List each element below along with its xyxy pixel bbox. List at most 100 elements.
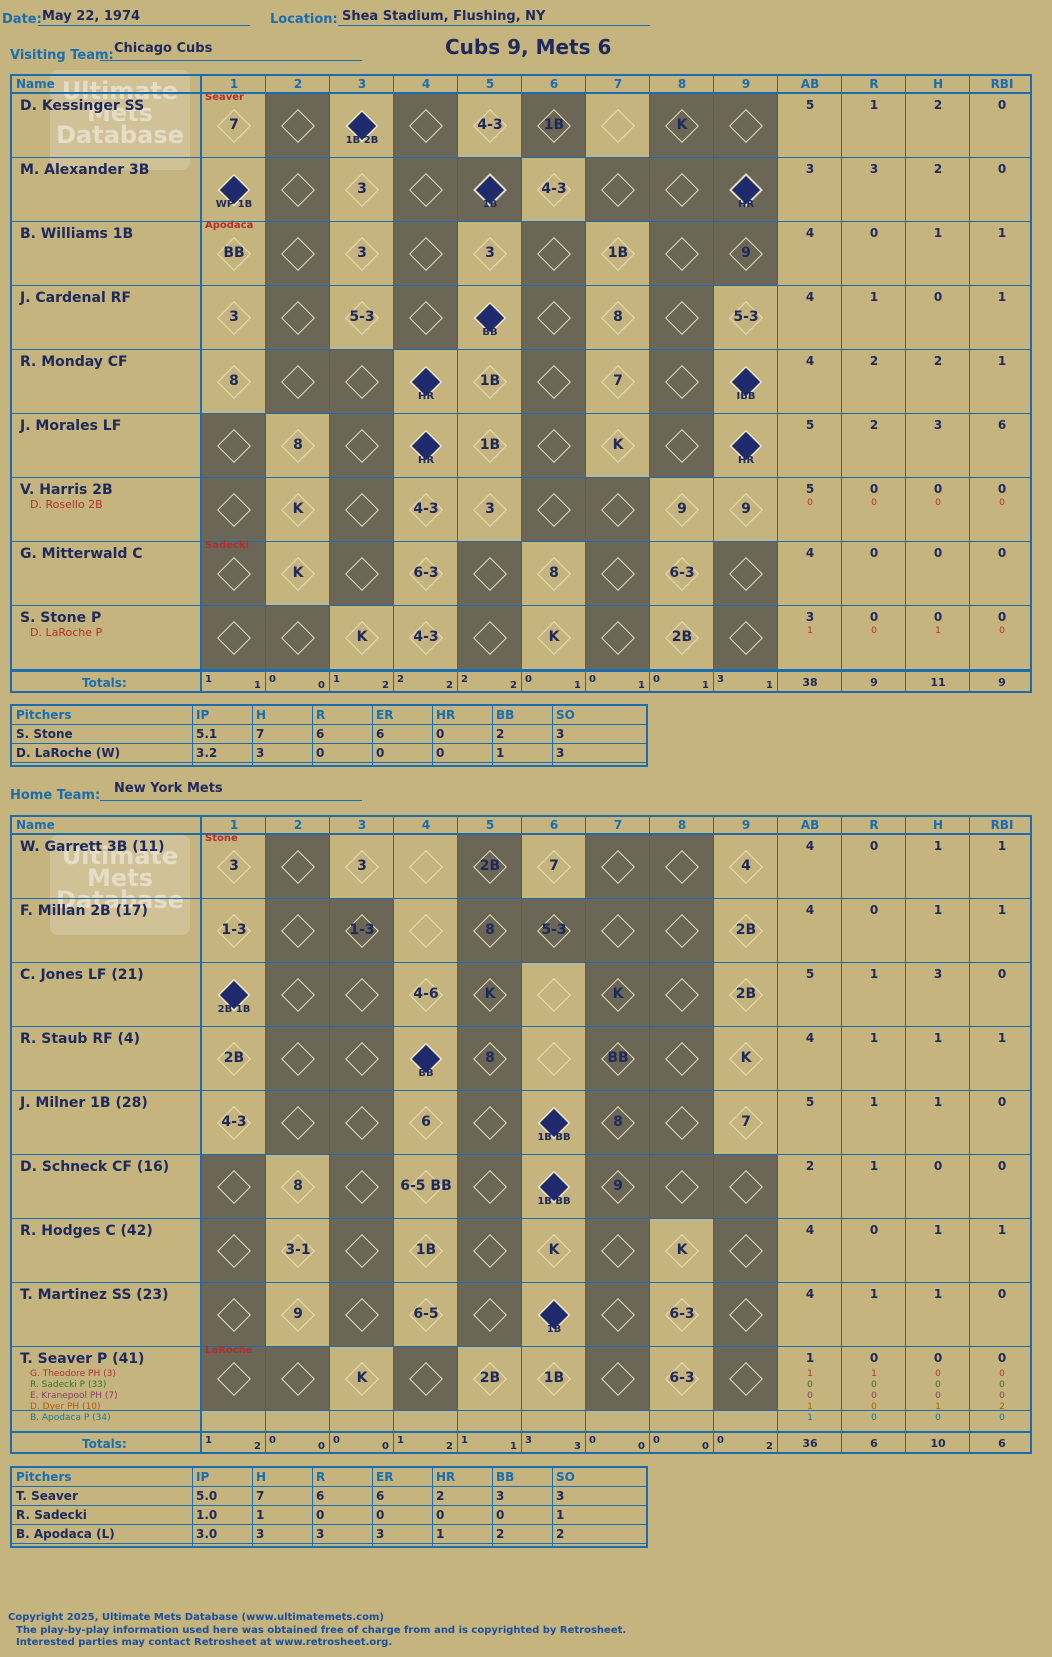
inning-hits: 2 [766, 1441, 773, 1452]
base-diamond [281, 977, 315, 1012]
play-result: 7 [229, 116, 239, 133]
base-diamond [601, 556, 635, 591]
total-stat: 9 [998, 676, 1006, 689]
base-diamond [281, 620, 315, 655]
play-result: 3 [485, 244, 495, 261]
pitcher-row: S. Stone 5.1 7 6 6 0 2 3 [12, 725, 646, 744]
base-diamond [601, 1297, 635, 1332]
base-diamond [281, 300, 315, 335]
inning-cell: 6-3 [650, 1347, 714, 1410]
inning-cell: 1-3 [330, 899, 394, 962]
batter-name: J. Milner 1B (28) [20, 1095, 148, 1111]
base-diamond [665, 428, 699, 463]
inning-cell: 1B BB [522, 1155, 586, 1218]
play-result: 2B [479, 1369, 501, 1386]
inning-runs: 3 [525, 1435, 532, 1446]
inning-cell: 9 [266, 1283, 330, 1346]
batter-name: R. Monday CF [20, 354, 128, 370]
substitute-stat: 0 [999, 1413, 1005, 1423]
play-result: 4 [741, 857, 751, 874]
batter-stat: 0 [997, 1159, 1007, 1173]
inning-cell [458, 542, 522, 605]
base-diamond [217, 1297, 251, 1332]
inning-cell [394, 899, 458, 962]
base-diamond [217, 1233, 251, 1268]
inning-cell: K [522, 1219, 586, 1282]
inning-cell: 8 [458, 1027, 522, 1090]
batter-row: W. Garrett 3B (11) 3 Stone 3 2B 7 4 4 0 1 1 [12, 833, 1030, 899]
play-result: 9 [741, 500, 751, 517]
pitcher-cell: 2 [556, 1527, 565, 1541]
play-result: 8 [229, 372, 239, 389]
inning-cell [330, 963, 394, 1026]
pitcher-cell: 6 [316, 1489, 325, 1503]
play-result: 7 [741, 1113, 751, 1130]
column-divider [192, 1468, 193, 1546]
inning-cell [202, 478, 266, 541]
inning-runs: 0 [653, 1435, 660, 1446]
inning-cell: 9 [650, 478, 714, 541]
batter-stat: 4 [805, 1223, 815, 1237]
column-divider [457, 817, 458, 1452]
batter-stat: 3 [805, 162, 815, 176]
inning-cell [650, 286, 714, 349]
column-divider [777, 817, 778, 1452]
home-team-underline [100, 800, 362, 801]
substitute-stat: 0 [999, 1391, 1005, 1401]
base-diamond [537, 492, 571, 527]
inning-cell [586, 835, 650, 898]
inning-cell [714, 606, 778, 669]
column-header-inning: 1 [229, 77, 239, 91]
pitcher-cell: 0 [376, 1508, 385, 1522]
batter-stat: 0 [869, 546, 879, 560]
column-header-name: Name [16, 77, 55, 91]
column-header-inning: 5 [485, 77, 495, 91]
batter-stat: 6 [997, 418, 1007, 432]
play-result: 4-3 [413, 500, 439, 517]
inning-cell: BB [458, 286, 522, 349]
batter-stat: 0 [997, 610, 1007, 624]
base-diamond [345, 1041, 379, 1076]
inning-cell: 1B [522, 94, 586, 157]
pitcher-row: T. Seaver 5.0 7 6 6 2 3 3 [12, 1487, 646, 1506]
base-diamond [473, 620, 507, 655]
substitute-stat: 0 [999, 1380, 1005, 1390]
inning-cell [330, 542, 394, 605]
play-result: K [740, 1049, 752, 1066]
pitcher-cell: 2 [436, 1489, 445, 1503]
pitcher-cell: 1.0 [196, 1508, 218, 1522]
base-diamond [601, 492, 635, 527]
base-diamond [409, 849, 443, 884]
batter-stat: 3 [933, 967, 943, 981]
play-result: HR [417, 391, 435, 403]
column-header-inning: 8 [677, 77, 687, 91]
batter-name: R. Staub RF (4) [20, 1031, 141, 1047]
substitute-name: D. Dyer PH (10) [30, 1402, 101, 1412]
inning-cell [586, 542, 650, 605]
batter-stat: 0 [869, 610, 879, 624]
base-diamond [281, 1361, 315, 1396]
substitute-stat: 0 [807, 498, 813, 508]
batter-stat: 0 [933, 1351, 943, 1365]
inning-cell [650, 158, 714, 221]
play-result: 8 [549, 564, 559, 581]
batter-name: V. Harris 2B [20, 482, 113, 498]
batter-stat: 1 [997, 839, 1007, 853]
play-result: BB [607, 1049, 629, 1066]
batter-stat: 4 [805, 290, 815, 304]
inning-cell: 8 [522, 542, 586, 605]
inning-cell: WP 1B [202, 158, 266, 221]
base-diamond [665, 172, 699, 207]
visitor-pitchers-table: Pitchers IP H R ER HR BB SO S. Stone 5.1 7 6 6 0 2 3 D. … [10, 704, 648, 767]
play-result: K [484, 985, 496, 1002]
batter-stat: 2 [805, 1159, 815, 1173]
inning-cell: 3 [202, 286, 266, 349]
substitute-stat: 0 [999, 1369, 1005, 1379]
base-diamond [537, 428, 571, 463]
pitcher-cell: 3 [556, 727, 565, 741]
substitute-stat: 0 [935, 1380, 941, 1390]
inning-runs: 0 [333, 1435, 340, 1446]
base-diamond [217, 1169, 251, 1204]
inning-cell [586, 1347, 650, 1410]
base-diamond [537, 236, 571, 271]
